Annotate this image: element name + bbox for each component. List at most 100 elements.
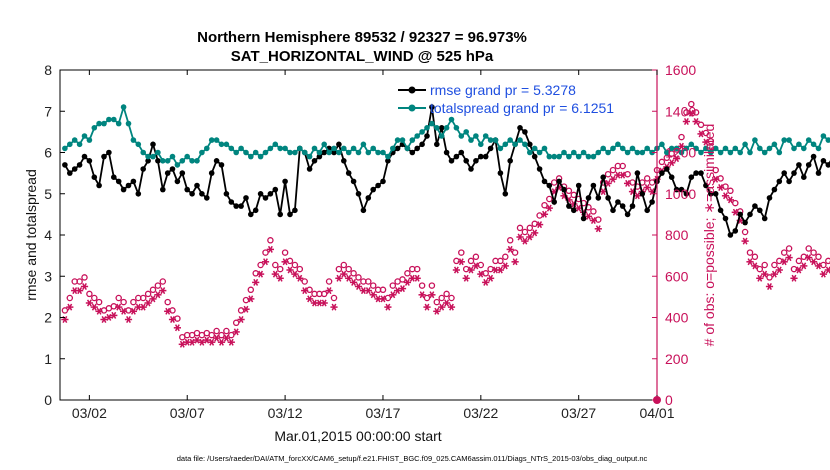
legend-rmse-marker bbox=[408, 86, 416, 94]
obs-assimilated-point bbox=[247, 295, 255, 303]
rmse-point bbox=[698, 170, 704, 176]
rmse-point bbox=[252, 207, 259, 214]
asterisk-stroke bbox=[781, 258, 787, 266]
obs-assimilated-point bbox=[785, 254, 793, 262]
obs-assimilated-point bbox=[144, 299, 152, 307]
totalspread-point bbox=[502, 141, 509, 148]
rmse-point bbox=[708, 191, 714, 197]
obs-assimilated-point bbox=[731, 208, 739, 216]
asterisk-stroke bbox=[409, 274, 415, 282]
obs-assimilated-point bbox=[85, 299, 94, 307]
totalspread-point bbox=[507, 137, 513, 143]
asterisk-stroke bbox=[258, 270, 264, 278]
obs-assimilated-point bbox=[712, 175, 720, 183]
obs-possible-point bbox=[418, 282, 426, 289]
obs-possible-point bbox=[247, 286, 255, 294]
obs-assimilated-point bbox=[213, 334, 221, 342]
obs-possible-point bbox=[330, 294, 338, 302]
rmse-point bbox=[316, 153, 323, 160]
asterisk-stroke bbox=[126, 315, 131, 324]
obs-assimilated-point bbox=[105, 313, 113, 321]
totalspread-point bbox=[438, 133, 445, 139]
obs-assimilated-point bbox=[526, 233, 534, 241]
asterisk-stroke bbox=[727, 196, 733, 204]
rmse-point bbox=[262, 195, 269, 201]
asterisk-stroke bbox=[713, 175, 719, 183]
rmse-point bbox=[693, 170, 699, 176]
asterisk-stroke bbox=[502, 262, 508, 270]
rmse-point bbox=[487, 145, 494, 152]
asterisk-stroke bbox=[732, 208, 738, 216]
obs-assimilated-point bbox=[770, 270, 779, 278]
obs-possible-point bbox=[746, 249, 754, 256]
asterisk-stroke bbox=[253, 278, 259, 286]
totalspread-point bbox=[610, 145, 616, 152]
obs-assimilated-point bbox=[325, 287, 333, 295]
totalspread-point bbox=[590, 153, 597, 160]
footer-data-file: data file: /Users/raeder/DAI/ATM_forcXX/… bbox=[177, 454, 648, 463]
obs-possible-point bbox=[115, 294, 122, 302]
asterisk-stroke bbox=[458, 258, 464, 266]
totalspread-point bbox=[399, 137, 406, 143]
rmse-point bbox=[615, 199, 621, 205]
asterisk-stroke bbox=[390, 291, 396, 299]
rmse-point bbox=[135, 191, 142, 197]
asterisk-stroke bbox=[326, 287, 332, 295]
x-tick-label: 03/02 bbox=[72, 405, 107, 421]
rmse-point bbox=[238, 203, 244, 209]
totalspread-point bbox=[624, 149, 631, 156]
rmse-point bbox=[717, 207, 724, 214]
totalspread-point bbox=[120, 104, 127, 110]
asterisk-stroke bbox=[630, 188, 635, 196]
totalspread-point bbox=[527, 149, 533, 156]
asterisk-stroke bbox=[111, 311, 117, 319]
obs-possible-point bbox=[658, 158, 666, 166]
obs-possible-point bbox=[159, 278, 167, 285]
rmse-point bbox=[150, 141, 156, 148]
asterisk-stroke bbox=[282, 258, 288, 266]
asterisk-stroke bbox=[375, 295, 381, 303]
asterisk-stroke bbox=[209, 338, 215, 346]
obs-possible-point bbox=[546, 195, 553, 203]
rmse-point bbox=[786, 178, 792, 185]
obs-assimilated-point bbox=[599, 188, 607, 196]
obs-assimilated-point bbox=[511, 258, 519, 266]
totalspread-point bbox=[473, 133, 479, 139]
asterisk-stroke bbox=[243, 305, 249, 313]
asterisk-stroke bbox=[698, 130, 704, 138]
asterisk-stroke bbox=[590, 216, 596, 225]
obs-assimilated-point bbox=[535, 221, 544, 229]
obs-assimilated-point bbox=[369, 291, 377, 299]
legend: rmse grand pr = 5.3278 totalspread grand… bbox=[398, 82, 614, 116]
obs-possible-point bbox=[702, 129, 710, 137]
obs-possible-point bbox=[149, 286, 157, 294]
obs-possible-point bbox=[91, 294, 98, 302]
totalspread-point bbox=[761, 149, 768, 156]
obs-assimilated-point bbox=[692, 117, 700, 126]
rmse-point bbox=[208, 170, 215, 176]
obs-possible-point bbox=[350, 270, 357, 277]
obs-possible-point bbox=[443, 290, 450, 298]
obs-assimilated-point bbox=[800, 262, 808, 270]
y-right-tick-label: 1000 bbox=[665, 186, 696, 202]
obs-assimilated-point bbox=[149, 295, 157, 303]
asterisk-stroke bbox=[67, 303, 73, 311]
totalspread-point bbox=[482, 133, 489, 139]
y-left-tick-label: 8 bbox=[44, 62, 52, 78]
obs-possible-point bbox=[276, 265, 284, 273]
obs-assimilated-point bbox=[790, 274, 798, 282]
totalspread-point bbox=[394, 137, 401, 143]
obs-possible-point bbox=[482, 270, 489, 277]
rmse-point bbox=[673, 186, 680, 193]
obs-assimilated-point bbox=[261, 258, 270, 266]
obs-possible-point bbox=[164, 298, 171, 306]
obs-assimilated-point bbox=[575, 204, 583, 212]
asterisk-stroke bbox=[527, 233, 533, 241]
totalspread-point bbox=[619, 145, 626, 152]
rmse-point bbox=[825, 162, 830, 168]
asterisk-stroke bbox=[796, 266, 802, 274]
totalspread-point bbox=[708, 149, 714, 156]
rmse-point bbox=[747, 211, 753, 218]
rmse-point bbox=[664, 166, 670, 172]
rmse-point bbox=[169, 166, 176, 172]
